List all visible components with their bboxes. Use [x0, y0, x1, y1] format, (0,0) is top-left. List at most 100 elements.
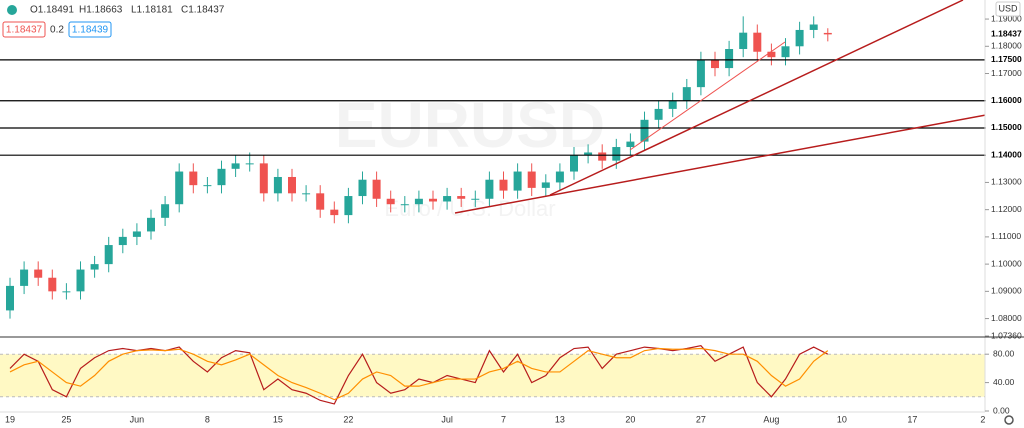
candle-body: [555, 171, 564, 183]
x-tick-label: 22: [343, 414, 353, 424]
candle-body: [90, 264, 99, 270]
ohlc-high: H1.18663: [79, 5, 123, 16]
level-label-box: [986, 53, 1024, 66]
y-tick-label: 1.17000: [991, 68, 1022, 78]
candle-body: [570, 155, 578, 172]
candle-body: [6, 285, 14, 311]
candle-body: [358, 179, 367, 197]
spread: 0.2: [50, 25, 64, 36]
candle-body: [217, 168, 226, 186]
x-tick-label: 19: [5, 414, 15, 424]
candle-body: [203, 185, 212, 187]
y-tick-label: 40.00: [993, 377, 1015, 387]
candle-body: [316, 193, 325, 210]
y-tick-label: 80.00: [993, 348, 1015, 358]
candle-body: [457, 196, 466, 199]
trendline: [454, 107, 1024, 214]
candle-body: [711, 59, 719, 69]
price-axis: [985, 0, 1024, 428]
candle-body: [767, 51, 776, 58]
candle-body: [795, 29, 804, 47]
level-label: 1.14000: [991, 149, 1022, 159]
candle-body: [485, 179, 494, 199]
candle-body: [288, 176, 296, 194]
candle-body: [781, 46, 790, 58]
candle-body: [34, 269, 43, 278]
level-label-box: [986, 149, 1024, 162]
x-tick-label: Jun: [130, 414, 145, 424]
candle-body: [147, 217, 155, 232]
x-tick-label: 10: [837, 414, 847, 424]
candle-body: [273, 176, 282, 194]
x-tick-label: 25: [61, 414, 71, 424]
candle-body: [175, 171, 184, 205]
indicator-band: [0, 354, 985, 397]
candle-body: [541, 182, 550, 188]
candle-body: [527, 171, 536, 188]
candle-body: [400, 204, 409, 206]
settings-icon[interactable]: [1004, 415, 1014, 425]
candle-body: [725, 49, 734, 69]
candle-body: [104, 245, 113, 265]
buy-button[interactable]: [68, 21, 112, 38]
candle-body: [330, 209, 339, 216]
last-price-label: 1.18437: [991, 29, 1022, 39]
x-tick-label: 15: [273, 414, 283, 424]
level-label-box: [986, 121, 1024, 134]
candle-body: [429, 198, 437, 202]
candle-body: [20, 269, 29, 286]
candle-body: [513, 171, 522, 191]
settings-gear[interactable]: [1004, 415, 1014, 425]
candle-body: [76, 269, 85, 292]
y-tick-label: 1.11000: [991, 231, 1021, 241]
y-tick-label: 1.09000: [991, 286, 1022, 296]
candle-body: [682, 87, 691, 101]
x-tick-label: Jul: [441, 414, 453, 424]
sell-price[interactable]: 1.18437: [6, 25, 43, 36]
indicator-line: [9, 345, 829, 405]
trendline: [629, 41, 786, 151]
currency[interactable]: USD: [998, 3, 1018, 13]
y-tick-label: 1.07360: [991, 330, 1022, 340]
candle-body: [471, 198, 480, 200]
candle-body: [598, 152, 607, 161]
y-tick-label: 1.08000: [991, 313, 1022, 323]
candle-body: [189, 171, 198, 186]
trendline: [549, 0, 964, 196]
sell-button[interactable]: [2, 21, 46, 38]
x-tick-label: 2: [980, 414, 985, 424]
level-label-box: [986, 94, 1024, 107]
candle-body: [823, 32, 832, 35]
candle-body: [161, 204, 170, 218]
candle-body: [696, 59, 705, 88]
plot-layer: [0, 16, 985, 405]
candle-body: [245, 163, 254, 165]
candle-body: [809, 24, 818, 30]
y-tick-label: 1.18000: [991, 41, 1022, 51]
ohlc-low: L1.18181: [131, 5, 173, 16]
candle-body: [62, 291, 71, 293]
y-tick-label: 1.10000: [991, 258, 1022, 268]
x-tick-label: 7: [501, 414, 506, 424]
level-label: 1.15000: [991, 122, 1022, 132]
candle-body: [386, 198, 395, 205]
currency-button[interactable]: [995, 1, 1021, 17]
y-tick-label: 0.00: [993, 405, 1010, 415]
x-tick-label: 13: [555, 414, 565, 424]
candle-body: [414, 198, 423, 205]
candle-body: [259, 163, 268, 194]
buy-price[interactable]: 1.18439: [72, 25, 109, 36]
candle-body: [231, 163, 240, 169]
watermark-symbol: EURUSD: [335, 89, 605, 161]
candle-body: [654, 108, 663, 120]
candle-body: [118, 236, 127, 246]
status-icon: [7, 5, 17, 15]
y-tick-label: 1.12000: [991, 204, 1022, 214]
ohlc-open: O1.18491: [30, 5, 74, 16]
y-tick-label: 1.19000: [991, 13, 1022, 23]
candle-body: [753, 32, 762, 52]
candle-body: [584, 152, 593, 156]
x-tick-label: 20: [625, 414, 635, 424]
level-label: 1.16000: [991, 95, 1022, 105]
